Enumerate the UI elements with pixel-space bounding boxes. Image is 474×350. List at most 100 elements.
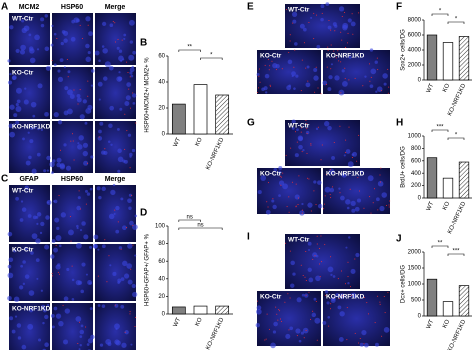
stain-dot: [303, 337, 305, 339]
cell-nucleus: [84, 121, 88, 125]
cell-nucleus: [30, 126, 34, 131]
stain-dot: [126, 227, 128, 229]
stain-dot: [296, 141, 298, 143]
stain-dot: [304, 276, 306, 278]
stain-dot: [79, 24, 81, 26]
cell-nucleus: [83, 234, 89, 240]
cell-nucleus: [51, 239, 56, 243]
cell-nucleus: [101, 45, 105, 48]
cell-nucleus: [127, 133, 132, 137]
cell-nucleus: [63, 296, 69, 302]
stain-dot: [376, 57, 378, 59]
stain-dot: [312, 258, 314, 260]
stain-dot: [388, 204, 390, 206]
cell-nucleus: [76, 93, 81, 98]
cell-nucleus: [331, 296, 336, 302]
cell-nucleus: [110, 189, 116, 196]
cell-nucleus: [375, 90, 378, 93]
cell-nucleus: [24, 185, 29, 190]
stain-dot: [306, 133, 308, 135]
cell-nucleus: [46, 155, 51, 161]
panel-letter: D: [140, 208, 147, 219]
cell-nucleus: [322, 80, 328, 86]
cell-nucleus: [130, 74, 134, 78]
cell-nucleus: [327, 25, 332, 30]
cell-nucleus: [11, 329, 16, 334]
stain-dot: [280, 176, 282, 178]
significance-bracket: [431, 245, 449, 248]
stain-dot: [259, 68, 261, 70]
cell-nucleus: [128, 193, 132, 197]
y-tick-label: 40: [158, 276, 165, 282]
cell-nucleus: [376, 86, 383, 92]
cell-nucleus: [261, 87, 265, 92]
bar: [426, 278, 438, 317]
cell-nucleus: [271, 199, 275, 203]
cell-nucleus: [295, 328, 301, 334]
cell-nucleus: [56, 162, 61, 168]
cell-nucleus: [82, 150, 88, 157]
cell-nucleus: [104, 61, 111, 68]
cell-nucleus: [270, 342, 276, 349]
tile-label: KO-NRF1KD: [326, 171, 365, 178]
stain-dot: [341, 39, 343, 41]
cell-nucleus: [99, 121, 104, 126]
cell-nucleus: [369, 84, 374, 89]
stain-dot: [114, 41, 116, 43]
bar: [171, 306, 186, 315]
cell-nucleus: [32, 215, 37, 220]
stain-dot: [293, 66, 295, 68]
significance-bracket: [447, 253, 465, 256]
cell-nucleus: [331, 156, 336, 160]
stain-dot: [289, 297, 291, 299]
stain-dot: [319, 247, 321, 249]
cell-nucleus: [15, 196, 20, 201]
stain-dot: [301, 212, 303, 214]
cell-nucleus: [115, 340, 121, 346]
cell-nucleus: [326, 301, 330, 305]
tile-label: KO-Ctr: [260, 294, 282, 301]
y-tick-label: 1000: [408, 134, 422, 140]
stain-dot: [326, 66, 328, 68]
stain-dot: [315, 204, 317, 206]
cell-nucleus: [46, 169, 50, 172]
cell-nucleus: [53, 199, 58, 204]
bar: [442, 301, 454, 317]
cell-nucleus: [101, 150, 106, 155]
cell-nucleus: [361, 329, 367, 336]
bar: [215, 305, 230, 315]
stain-dot: [294, 49, 296, 51]
bar: [193, 84, 208, 135]
stain-dot: [351, 156, 353, 158]
cell-nucleus: [34, 126, 37, 129]
stain-dot: [295, 206, 297, 208]
cell-nucleus: [67, 70, 71, 74]
stain-dot: [275, 306, 277, 308]
cell-nucleus: [115, 205, 120, 211]
cell-nucleus: [82, 142, 89, 148]
cell-nucleus: [55, 313, 62, 319]
stain-dot: [367, 313, 369, 315]
cell-nucleus: [115, 328, 118, 331]
cell-nucleus: [57, 69, 61, 73]
stain-dot: [330, 256, 332, 258]
stain-dot: [104, 239, 106, 241]
stain-dot: [300, 264, 302, 266]
cell-nucleus: [340, 195, 345, 201]
cell-nucleus: [374, 342, 379, 347]
stain-dot: [351, 294, 353, 296]
y-axis-label: HSP60+GFAP+/ GFAP+ %: [145, 233, 151, 306]
cell-nucleus: [298, 136, 304, 142]
cell-nucleus: [300, 331, 305, 335]
cell-nucleus: [12, 123, 16, 126]
stain-dot: [302, 275, 304, 277]
column-header: Merge: [105, 4, 126, 11]
cell-nucleus: [327, 125, 332, 131]
cell-nucleus: [118, 246, 123, 250]
cell-nucleus: [296, 128, 299, 132]
cell-nucleus: [87, 338, 94, 344]
cell-nucleus: [80, 324, 84, 328]
stain-dot: [97, 275, 99, 277]
cell-nucleus: [328, 75, 333, 80]
